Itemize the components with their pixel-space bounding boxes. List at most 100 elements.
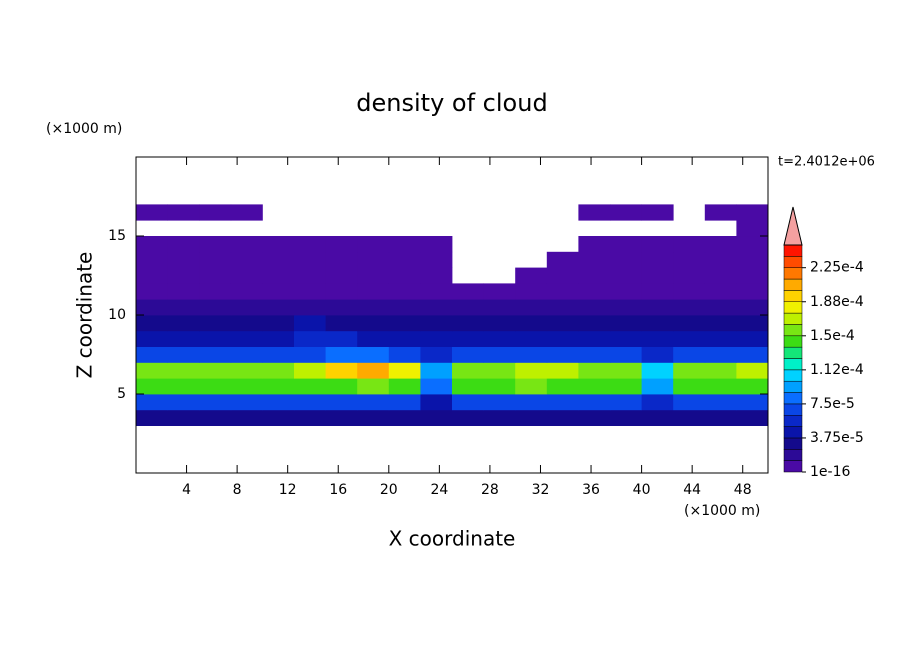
x-tick-label: 44 — [683, 482, 701, 498]
contour-cell — [578, 283, 611, 300]
contour-cell — [610, 283, 642, 300]
contour-cell — [230, 409, 263, 426]
contour-cell — [578, 409, 611, 426]
contour-cell — [736, 251, 769, 268]
contour-cell — [578, 204, 611, 221]
contour-cell — [388, 267, 421, 284]
contour-cell — [452, 362, 484, 379]
contour-cell — [578, 330, 611, 347]
contour-cell — [673, 315, 706, 332]
contour-cell — [199, 204, 232, 221]
x-tick-label: 36 — [582, 482, 600, 498]
contour-cell — [483, 283, 516, 300]
contour-cell — [262, 299, 295, 316]
contour-cell — [167, 283, 200, 300]
contour-cell — [673, 299, 706, 316]
contour-cell — [483, 315, 516, 332]
x-tick-label: 16 — [329, 482, 347, 498]
contour-cell — [294, 315, 326, 332]
x-unit: (×1000 m) — [684, 503, 760, 519]
y-axis-label: Z coordinate — [73, 252, 97, 379]
contour-cell — [673, 330, 706, 347]
contour-cell — [704, 267, 737, 284]
contour-cell — [578, 378, 611, 395]
contour-cell — [136, 409, 168, 426]
contour-cell — [199, 330, 232, 347]
colorbar-box — [783, 460, 803, 473]
contour-cell — [610, 409, 642, 426]
contour-cell — [357, 251, 390, 268]
contour-cell — [673, 236, 706, 253]
contour-cell — [641, 346, 674, 363]
contour-cell — [325, 251, 358, 268]
contour-cell — [673, 346, 706, 363]
contour-cell — [578, 362, 611, 379]
contour-cell — [357, 409, 390, 426]
y-tick-label: 15 — [108, 228, 126, 244]
contour-cell — [294, 283, 326, 300]
contour-cell — [515, 378, 548, 395]
contour-cell — [167, 409, 200, 426]
contour-cell — [262, 236, 295, 253]
contour-cell — [262, 251, 295, 268]
contour-cell — [483, 346, 516, 363]
contour-cell — [325, 283, 358, 300]
x-tick-label: 48 — [734, 482, 752, 498]
contour-cell — [704, 251, 737, 268]
contour-cell — [546, 283, 579, 300]
contour-cell — [420, 236, 453, 253]
contour-cell — [452, 330, 484, 347]
contour-cell — [230, 236, 263, 253]
contour-cell — [515, 267, 548, 284]
contour-cell — [136, 267, 168, 284]
contour-cell — [546, 267, 579, 284]
contour-cell — [230, 299, 263, 316]
contour-cell — [357, 330, 390, 347]
contour-cell — [294, 251, 326, 268]
contour-cell — [199, 378, 232, 395]
contour-cell — [546, 394, 579, 411]
contour-cell — [610, 362, 642, 379]
contour-cell — [420, 409, 453, 426]
colorbar-label: 1e-16 — [810, 464, 850, 480]
contour-cell — [230, 251, 263, 268]
contour-cell — [420, 299, 453, 316]
x-tick-label: 24 — [430, 482, 448, 498]
contour-cell — [199, 346, 232, 363]
contour-cell — [357, 362, 390, 379]
contour-cell — [357, 267, 390, 284]
contour-cell — [388, 346, 421, 363]
contour-cell — [136, 378, 168, 395]
contour-cell — [230, 330, 263, 347]
contour-cell — [388, 394, 421, 411]
colorbar-box — [783, 426, 803, 439]
contour-cell — [199, 283, 232, 300]
contour-cell — [294, 330, 326, 347]
contour-cell — [736, 346, 769, 363]
contour-cell — [546, 346, 579, 363]
contour-cell — [420, 283, 453, 300]
contour-cell — [704, 299, 737, 316]
contour-cell — [325, 315, 358, 332]
contour-cell — [704, 315, 737, 332]
contour-cell — [673, 251, 706, 268]
contour-cell — [736, 394, 769, 411]
contour-cell — [199, 394, 232, 411]
contour-cell — [578, 394, 611, 411]
contour-cell — [294, 409, 326, 426]
contour-cell — [515, 394, 548, 411]
x-tick-label: 20 — [380, 482, 398, 498]
contour-cell — [736, 362, 769, 379]
contour-cell — [736, 409, 769, 426]
contour-cell — [230, 394, 263, 411]
contour-cell — [610, 378, 642, 395]
contour-cell — [736, 267, 769, 284]
colorbar-box — [783, 301, 803, 314]
contour-cell — [199, 251, 232, 268]
contour-cell — [736, 299, 769, 316]
colorbar-box — [783, 290, 803, 302]
contour-cell — [610, 315, 642, 332]
contour-cell — [325, 330, 358, 347]
